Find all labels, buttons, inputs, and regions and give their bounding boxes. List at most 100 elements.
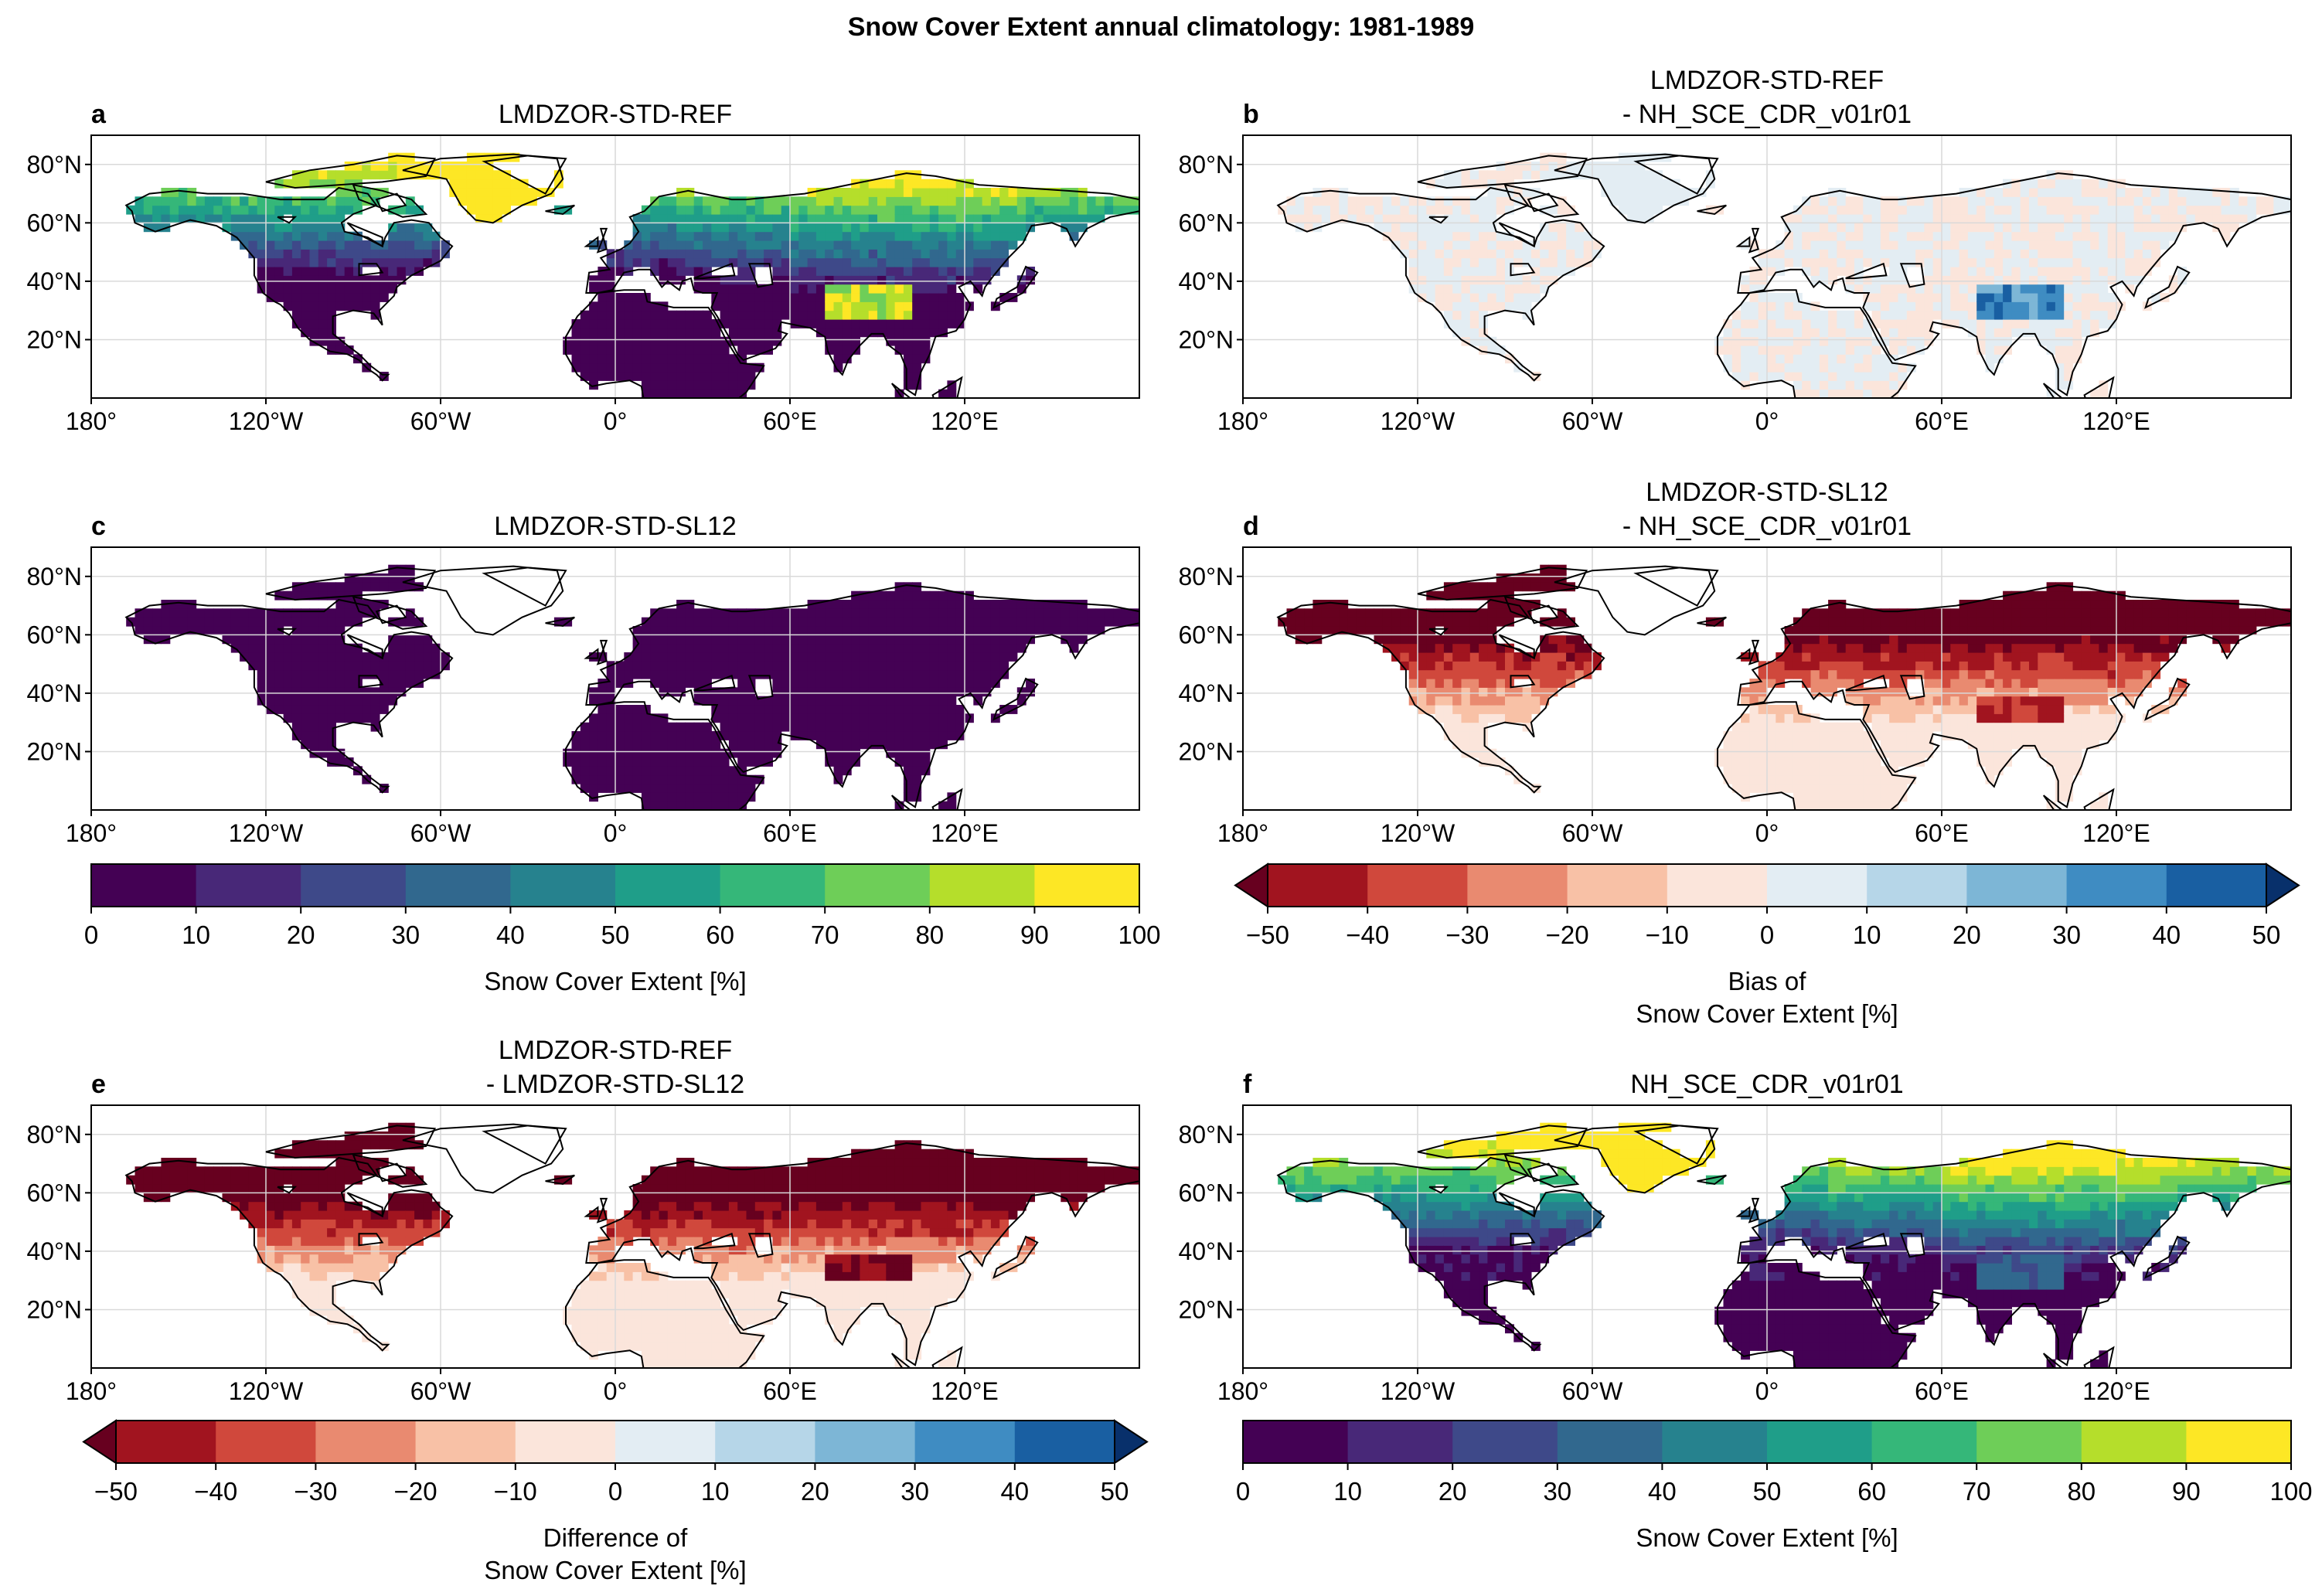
grid-cell xyxy=(842,354,852,364)
grid-cell xyxy=(807,669,817,679)
coastline xyxy=(890,795,911,810)
grid-cell xyxy=(1496,705,1506,714)
grid-cell xyxy=(1426,608,1436,618)
grid-cell xyxy=(641,748,651,758)
grid-cell xyxy=(1924,267,1934,276)
grid-cell xyxy=(1959,705,1969,714)
grid-cell xyxy=(2168,188,2178,197)
grid-cell xyxy=(405,669,415,679)
grid-cell xyxy=(580,372,590,381)
grid-cell xyxy=(301,267,311,276)
grid-cell xyxy=(196,608,206,618)
grid-cell xyxy=(624,661,634,671)
grid-cell xyxy=(894,740,904,750)
grid-cell xyxy=(1906,635,1916,645)
grid-cell xyxy=(2099,223,2109,233)
grid-cell xyxy=(632,757,642,767)
grid-cell xyxy=(676,372,686,381)
grid-cell xyxy=(2038,257,2048,267)
grid-cell xyxy=(667,345,677,355)
grid-cell xyxy=(571,319,581,328)
grid-cell xyxy=(1871,310,1881,320)
grid-cell xyxy=(1863,757,1873,767)
grid-cell xyxy=(1016,275,1027,285)
grid-cell xyxy=(397,223,407,233)
grid-cell xyxy=(353,267,363,276)
grid-cell xyxy=(379,240,389,250)
grid-cell xyxy=(1714,748,1724,758)
grid-cell xyxy=(929,608,939,618)
grid-cell xyxy=(868,240,878,250)
grid-cell xyxy=(1435,687,1445,697)
grid-cell xyxy=(894,275,904,285)
y-tick-label: 40°N xyxy=(27,679,83,707)
grid-cell xyxy=(860,722,870,732)
grid-cell xyxy=(772,713,782,723)
grid-cell xyxy=(1942,301,1951,311)
grid-cell xyxy=(1793,792,1803,802)
grid-cell xyxy=(868,205,878,215)
grid-cell xyxy=(1741,240,1750,250)
grid-cell xyxy=(1880,223,1890,233)
grid-cell xyxy=(1487,669,1497,679)
grid-cell xyxy=(335,188,346,197)
grid-cell xyxy=(161,608,171,618)
grid-cell xyxy=(1461,661,1471,671)
grid-cell xyxy=(720,196,730,206)
grid-cell xyxy=(2038,179,2048,189)
grid-cell xyxy=(676,652,686,662)
x-tick-label: 0° xyxy=(604,819,628,847)
grid-cell xyxy=(1959,257,1969,267)
grid-cell xyxy=(1828,240,1837,250)
grid-cell xyxy=(947,231,957,241)
grid-cell xyxy=(1863,792,1873,802)
grid-cell xyxy=(301,328,311,338)
grid-cell xyxy=(764,661,773,671)
grid-cell xyxy=(1069,635,1079,645)
grid-cell xyxy=(405,679,415,688)
grid-cell xyxy=(1776,731,1786,740)
grid-cell xyxy=(1880,608,1890,618)
grid-cell xyxy=(2168,223,2178,233)
grid-cell xyxy=(947,679,957,688)
grid-cell xyxy=(2020,257,2030,267)
grid-cell xyxy=(624,740,634,750)
grid-cell xyxy=(1418,652,1427,662)
grid-cell xyxy=(335,748,346,758)
grid-cell xyxy=(790,275,799,285)
grid-cell xyxy=(152,196,162,206)
grid-cell xyxy=(598,284,608,294)
grid-cell xyxy=(274,661,284,671)
grid-cell xyxy=(484,162,494,171)
grid-cell xyxy=(318,696,328,706)
grid-cell xyxy=(1845,766,1855,776)
grid-cell xyxy=(764,643,773,653)
grid-cell xyxy=(2186,214,2196,223)
grid-cell xyxy=(2064,372,2074,381)
grid-cell xyxy=(912,590,922,601)
grid-cell xyxy=(1321,196,1331,206)
grid-cell xyxy=(886,705,896,714)
grid-cell xyxy=(711,748,721,758)
grid-cell xyxy=(833,687,843,697)
figure-title: Snow Cover Extent annual climatology: 19… xyxy=(848,12,1475,42)
grid-cell xyxy=(877,713,887,723)
grid-cell xyxy=(667,223,677,233)
grid-cell xyxy=(2099,257,2109,267)
grid-cell xyxy=(746,696,756,706)
grid-cell xyxy=(1802,748,1812,758)
x-tick-label: 120°E xyxy=(2082,407,2150,435)
grid-cell xyxy=(1408,205,1418,215)
grid-cell xyxy=(659,205,669,215)
grid-cell xyxy=(903,705,913,714)
grid-cell xyxy=(1095,608,1105,618)
grid-cell xyxy=(1426,231,1436,241)
grid-cell xyxy=(327,310,336,320)
grid-cell xyxy=(1845,626,1855,635)
grid-cell xyxy=(886,179,896,189)
grid-cell xyxy=(1513,573,1524,583)
grid-cell xyxy=(912,188,922,197)
grid-cell xyxy=(1078,617,1088,627)
grid-cell xyxy=(1880,792,1890,802)
grid-cell xyxy=(1950,661,1960,671)
